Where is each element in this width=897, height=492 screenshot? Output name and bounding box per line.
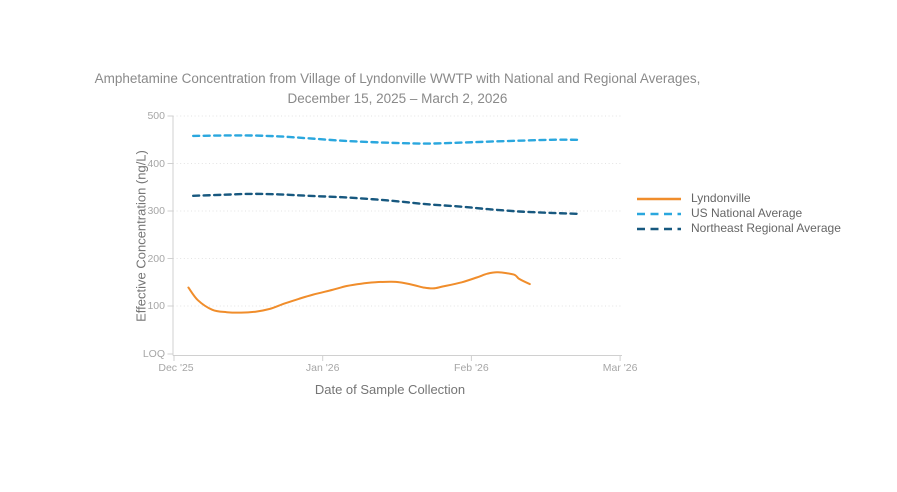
legend-item-lyndonville[interactable]: Lyndonville	[636, 191, 841, 206]
x-tick-label-Feb26: Feb '26	[454, 362, 489, 374]
y-tick-label-300: 300	[147, 205, 165, 217]
y-tick-label-LOQ: LOQ	[142, 348, 165, 360]
legend-item-us-national-average[interactable]: US National Average	[636, 206, 841, 221]
y-tick-label-100: 100	[147, 300, 165, 312]
x-axis-title: Date of Sample Collection	[314, 382, 466, 397]
y-axis-title: Effective Concentration (ng/L)	[133, 150, 149, 322]
legend: Lyndonville US National Average Northeast …	[636, 191, 841, 236]
chart-title-line2: December 15, 2025 – March 2, 2026	[287, 91, 508, 106]
y-tick-label-500: 500	[147, 110, 165, 122]
x-tick-label-Mar26: Mar '26	[602, 362, 638, 374]
series-line-lyndonville	[187, 271, 531, 314]
legend-swatch-icon	[637, 227, 681, 230]
x-tick-label-Dec25: Dec '25	[158, 362, 194, 374]
y-tick-label-200: 200	[147, 252, 165, 265]
legend-swatch-icon	[637, 212, 681, 215]
legend-label: Lyndonville	[691, 191, 751, 205]
chart-title: Amphetamine Concentration from Village o…	[0, 69, 795, 109]
chart-title-line1: Amphetamine Concentration from Village o…	[94, 71, 701, 86]
legend-swatch-icon	[637, 197, 681, 200]
legend-item-northeast-regional-average[interactable]: Northeast Regional Average	[636, 221, 841, 236]
series-line-us-national-average	[192, 134, 579, 145]
series-line-northeast-regional-average	[192, 192, 579, 215]
x-tick-label-Jan26: Jan '26	[305, 362, 340, 374]
legend-label: US National Average	[691, 206, 803, 220]
legend-label: Northeast Regional Average	[691, 221, 841, 235]
y-tick-label-400: 400	[147, 157, 165, 170]
